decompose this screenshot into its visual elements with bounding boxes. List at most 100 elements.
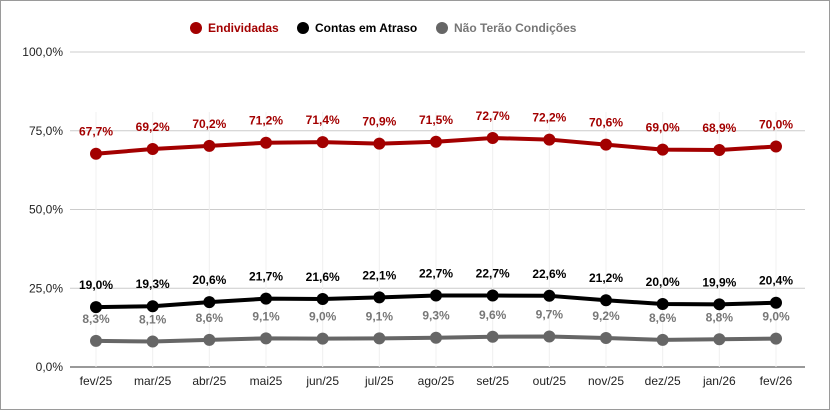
data-point [713, 333, 726, 346]
data-point [543, 289, 556, 302]
data-point [260, 136, 272, 149]
series-0: 67,7% 69,2% 70,2% 71,2% 71,4% 70,9% 71,5% 72,7%… [79, 109, 793, 160]
x-tick-label: mai25 [250, 374, 283, 388]
data-label: 9,6% [479, 308, 507, 322]
data-label: 9,0% [309, 310, 337, 324]
data-point [770, 332, 782, 345]
data-point [713, 143, 726, 156]
data-label: 8,1% [139, 312, 167, 326]
data-label: 22,7% [476, 266, 510, 280]
legend-item-1: Contas em Atraso [297, 21, 417, 35]
data-point [373, 332, 386, 345]
x-tick-label: jun/25 [305, 374, 339, 388]
data-label: 71,5% [419, 113, 453, 127]
data-point [146, 300, 159, 313]
data-label: 9,3% [422, 309, 450, 323]
data-point [373, 137, 386, 150]
data-label: 69,0% [646, 121, 680, 135]
data-point [430, 135, 442, 148]
data-label: 69,2% [136, 120, 170, 134]
x-tick-label: abr/25 [192, 374, 226, 388]
data-label: 71,4% [306, 113, 340, 127]
data-point [486, 131, 499, 144]
legend-marker-icon [436, 22, 448, 34]
data-label: 72,7% [476, 109, 510, 123]
data-label: 72,2% [532, 111, 566, 125]
data-point [543, 330, 556, 343]
data-label: 67,7% [79, 125, 113, 139]
data-label: 8,8% [706, 310, 734, 324]
legend-item-0: Endividadas [190, 21, 279, 35]
data-point [430, 289, 442, 302]
y-tick-label: 25,0% [29, 281, 63, 295]
x-tick-label: nov/25 [588, 374, 624, 388]
data-label: 8,6% [196, 311, 224, 325]
data-point [316, 332, 329, 345]
data-label: 9,7% [536, 307, 564, 321]
x-tick-label: ago/25 [418, 374, 455, 388]
data-point [260, 332, 272, 345]
data-point [146, 143, 159, 156]
y-tick-label: 0,0% [36, 360, 64, 374]
data-point [770, 140, 782, 153]
series-group: 67,7% 69,2% 70,2% 71,2% 71,4% 70,9% 71,5% 72,7%… [79, 109, 793, 348]
data-point [600, 332, 612, 345]
data-label: 9,2% [592, 309, 620, 323]
legend-marker-icon [190, 22, 202, 34]
data-label: 19,3% [136, 277, 170, 291]
data-label: 9,1% [252, 309, 280, 323]
data-label: 21,7% [249, 270, 283, 284]
data-label: 8,6% [649, 311, 677, 325]
data-point [316, 136, 329, 149]
legend-marker-icon [297, 22, 309, 34]
x-tick-label: dez/25 [645, 374, 681, 388]
data-point [600, 294, 612, 307]
data-point [203, 333, 216, 346]
x-tick-label: out/25 [533, 374, 567, 388]
data-point [656, 333, 669, 346]
data-label: 20,6% [192, 273, 226, 287]
data-point [486, 289, 499, 302]
data-label: 21,2% [589, 271, 623, 285]
data-point [600, 138, 612, 151]
x-tick-label: fev/25 [80, 374, 113, 388]
data-point [713, 298, 726, 311]
x-tick-label: mar/25 [134, 374, 172, 388]
data-label: 71,2% [249, 114, 283, 128]
x-tick-label: jan/26 [702, 374, 736, 388]
data-label: 8,3% [82, 312, 110, 326]
legend-label: Endividadas [208, 21, 279, 35]
legend-label: Contas em Atraso [315, 21, 417, 35]
data-label: 21,6% [306, 270, 340, 284]
legend-item-2: Não Terão Condições [436, 21, 577, 35]
data-point [90, 147, 102, 160]
data-point [90, 301, 102, 314]
x-tick-label: fev/26 [760, 374, 793, 388]
data-label: 68,9% [702, 121, 736, 135]
data-label: 70,9% [362, 115, 396, 129]
data-label: 19,0% [79, 278, 113, 292]
data-point [543, 133, 556, 146]
y-tick-label: 75,0% [29, 124, 63, 138]
series-2: 8,3% 8,1% 8,6% 9,1% 9,0% 9,1% 9,3% 9,6% 9,7% 9,2%… [82, 307, 790, 348]
data-point [486, 330, 499, 343]
data-label: 9,1% [366, 309, 394, 323]
data-point [373, 291, 386, 304]
data-label: 22,1% [362, 268, 396, 282]
x-tick-label: set/25 [476, 374, 509, 388]
x-axis-ticks: fev/25 mar/25 abr/25 mai25 jun/25 jul/25 ago/2… [80, 374, 793, 388]
data-point [203, 296, 216, 309]
data-point [656, 298, 669, 310]
x-tick-label: jul/25 [364, 374, 394, 388]
data-label: 22,7% [419, 266, 453, 280]
data-label: 70,2% [192, 117, 226, 131]
data-label: 20,4% [759, 274, 793, 288]
data-point [656, 143, 669, 156]
data-label: 22,6% [532, 267, 566, 281]
data-label: 20,0% [646, 275, 680, 289]
gridlines [70, 51, 805, 368]
y-tick-label: 50,0% [29, 203, 63, 217]
data-point [316, 292, 329, 305]
data-point [430, 331, 442, 344]
